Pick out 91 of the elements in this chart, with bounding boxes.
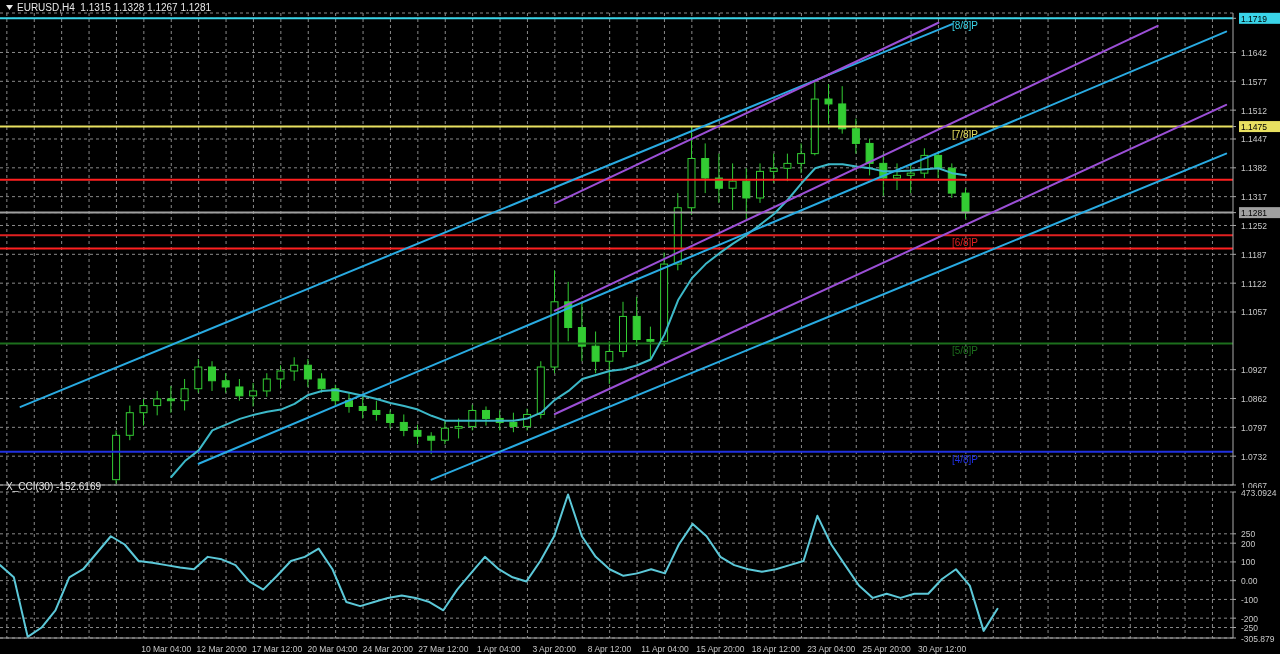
ref-line-label: [7/8]P bbox=[951, 128, 979, 140]
y-tick-label: -305.879 bbox=[1241, 633, 1275, 644]
candlestick bbox=[194, 358, 203, 394]
ref-line-label: [5/8]P bbox=[951, 345, 979, 357]
candlestick bbox=[317, 372, 326, 394]
y-tick-label: 1.1252 bbox=[1241, 220, 1268, 231]
candlestick bbox=[701, 142, 710, 194]
candlestick bbox=[728, 162, 737, 211]
y-tick-label: -250 bbox=[1241, 623, 1259, 634]
x-tick-label: 3 Apr 20:00 bbox=[532, 644, 577, 654]
y-tick-label: -200 bbox=[1241, 613, 1259, 624]
candlestick bbox=[290, 356, 299, 382]
y-tick-label: 250 bbox=[1241, 529, 1256, 540]
y-tick-label: 100 bbox=[1241, 557, 1256, 568]
ref-line-label: [4/8]P bbox=[951, 453, 979, 465]
y-tick-label: 1.0797 bbox=[1241, 422, 1268, 433]
x-tick-label: 12 Mar 20:00 bbox=[196, 644, 247, 654]
candlestick bbox=[632, 296, 641, 347]
candlestick bbox=[208, 360, 216, 392]
y-tick-label: 1.1281 bbox=[1241, 208, 1268, 219]
x-tick-label: 23 Apr 04:00 bbox=[807, 644, 856, 654]
candlestick bbox=[386, 409, 395, 429]
x-tick-label: 8 Apr 12:00 bbox=[587, 644, 632, 654]
y-tick-label: 1.0927 bbox=[1241, 365, 1268, 376]
y-tick-label: 1.1642 bbox=[1241, 47, 1268, 58]
candlestick bbox=[440, 420, 449, 445]
candlestick bbox=[303, 358, 312, 388]
ref-line-label: [8/8]P bbox=[951, 20, 979, 32]
y-tick-label: 1.1577 bbox=[1241, 76, 1268, 87]
y-tick-label: 1.1447 bbox=[1241, 134, 1268, 145]
y-tick-label: 1.0732 bbox=[1241, 451, 1268, 462]
candlestick bbox=[166, 385, 175, 414]
y-tick-label: 1.0862 bbox=[1241, 394, 1268, 404]
x-tick-label: 11 Apr 04:00 bbox=[641, 644, 690, 654]
candlestick bbox=[235, 378, 244, 402]
candlestick bbox=[961, 187, 970, 220]
x-tick-label: 17 Mar 12:00 bbox=[252, 644, 303, 654]
candlestick bbox=[358, 396, 367, 419]
candlestick bbox=[769, 153, 778, 184]
y-tick-label: 1.1317 bbox=[1241, 192, 1268, 203]
candlestick bbox=[454, 417, 463, 439]
candlestick bbox=[427, 431, 436, 455]
candlestick bbox=[276, 364, 285, 390]
candlestick bbox=[482, 405, 490, 427]
y-tick-label: 0.00 bbox=[1241, 576, 1258, 587]
y-tick-label: 1.1719 bbox=[1241, 13, 1268, 24]
candlestick bbox=[646, 326, 655, 360]
x-tick-label: 18 Apr 12:00 bbox=[751, 644, 801, 654]
y-tick-label: 1.1057 bbox=[1241, 307, 1268, 318]
chart-title: X_CCI(30) -152.6169 bbox=[6, 481, 102, 492]
candlestick bbox=[180, 378, 189, 411]
candlestick bbox=[139, 398, 148, 427]
candlestick bbox=[249, 382, 258, 407]
candlestick bbox=[372, 400, 381, 422]
candlestick bbox=[221, 372, 230, 394]
x-tick-label: 10 Mar 04:00 bbox=[141, 644, 192, 654]
candlestick bbox=[851, 118, 860, 155]
candlestick bbox=[797, 142, 806, 174]
candlestick bbox=[577, 301, 586, 362]
candlestick bbox=[934, 150, 943, 179]
candlestick bbox=[605, 340, 614, 385]
chart-title: EURUSD,H4 1.1315 1.1328 1.1267 1.1281 bbox=[17, 2, 212, 13]
candlestick bbox=[591, 331, 600, 374]
line-series bbox=[0, 493, 999, 638]
x-tick-label: 15 Apr 20:00 bbox=[696, 644, 745, 654]
x-tick-label: 25 Apr 20:00 bbox=[862, 644, 912, 654]
y-tick-label: 1.1512 bbox=[1241, 105, 1268, 116]
candlestick bbox=[783, 153, 792, 182]
y-tick-label: -100 bbox=[1241, 594, 1259, 605]
candlestick bbox=[153, 390, 162, 416]
candlestick bbox=[893, 162, 901, 191]
candlestick bbox=[125, 405, 134, 441]
candlestick bbox=[399, 413, 408, 437]
x-tick-label: 27 Mar 12:00 bbox=[418, 644, 469, 654]
candlestick bbox=[509, 412, 518, 433]
ref-line-label: [6/8]P bbox=[951, 237, 979, 249]
candlestick bbox=[906, 162, 915, 194]
x-tick-label: 20 Mar 04:00 bbox=[307, 644, 358, 654]
candlestick bbox=[413, 424, 422, 445]
y-tick-label: 1.1122 bbox=[1241, 278, 1267, 289]
candlestick bbox=[742, 167, 751, 221]
candlestick bbox=[865, 138, 874, 176]
y-tick-label: 1.1382 bbox=[1241, 163, 1268, 174]
x-tick-label: 30 Apr 12:00 bbox=[917, 644, 967, 654]
y-tick-label: 200 bbox=[1241, 538, 1256, 549]
y-tick-label: 1.1475 bbox=[1241, 122, 1268, 133]
y-tick-label: 1.1187 bbox=[1241, 249, 1267, 260]
candlestick bbox=[824, 83, 833, 125]
candlestick bbox=[262, 372, 271, 398]
x-tick-label: 24 Mar 20:00 bbox=[362, 644, 414, 654]
x-tick-label: 1 Apr 04:00 bbox=[477, 644, 521, 654]
